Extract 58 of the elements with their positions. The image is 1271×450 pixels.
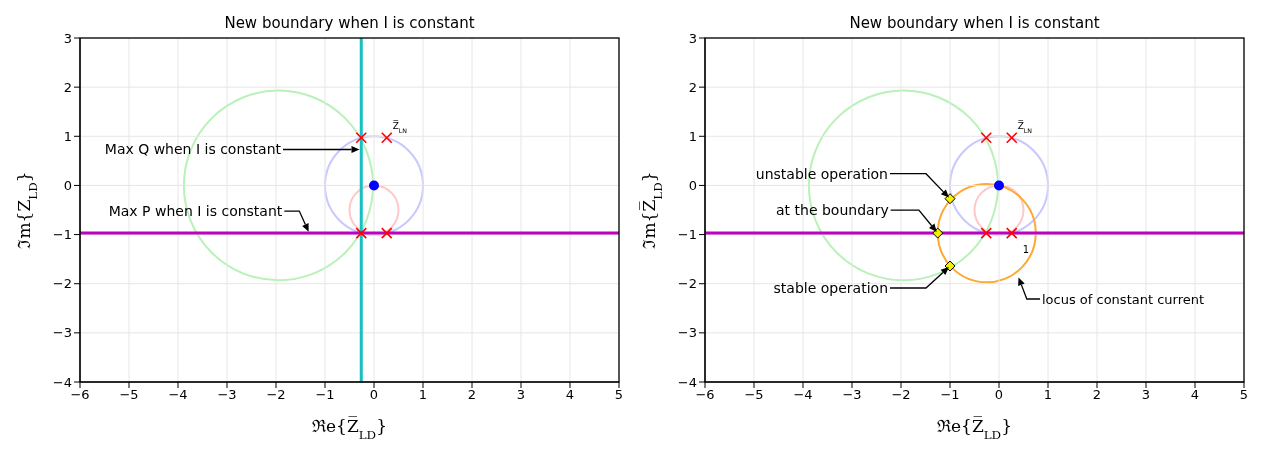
y-tick-label: 0 [63,178,72,194]
x-tick-label: 2 [467,387,477,403]
point [1005,227,1018,239]
x-tick-label: 2 [1092,387,1102,403]
point [1005,131,1018,144]
y-tick-label: 1 [688,128,697,144]
x-tick-label: 4 [1190,387,1200,403]
x-tick-label: −3 [217,387,237,403]
x-tick-label: −2 [891,387,911,403]
y-tick-label: −4 [52,374,72,390]
chart-title: New boundary when I is constant [849,14,1100,32]
x-axis-title: ℜe{Z̅$_{LD}$} [312,415,387,442]
y-tick-label: −1 [52,227,72,243]
y-tick-label: 0 [688,178,697,194]
annotation: Max P when I is constant [108,203,283,219]
y-tick-label: −3 [52,325,72,341]
y-tick-label: −4 [677,374,697,390]
x-tick-label: −4 [793,387,813,403]
y-tick-label: −2 [52,276,72,292]
x-tick-label: −2 [266,387,286,403]
x-tick-label: −5 [119,387,139,403]
annotation: stable operation [773,279,888,296]
annotation: unstable operation [755,165,888,182]
point [932,227,944,239]
x-tick-label: 5 [1239,387,1249,403]
y-tick-label: 2 [688,79,697,95]
annotation: Z̅$_{LN}$ [392,120,408,134]
x-tick-label: 4 [565,387,575,403]
y-tick-label: 1 [63,128,72,144]
annotation: locus of constant current [1042,291,1205,307]
y-tick-label: 2 [63,79,72,95]
point [980,131,993,144]
x-tick-label: 0 [369,387,379,403]
x-tick-label: 1 [418,387,428,403]
chart-title: New boundary when I is constant [224,14,475,32]
y-tick-label: 3 [688,30,697,46]
point [944,193,956,205]
x-tick-label: 3 [516,387,526,403]
x-tick-label: −3 [842,387,862,403]
x-tick-label: 5 [614,387,624,403]
annotation: 1 [1022,243,1030,255]
x-tick-label: 3 [1141,387,1151,403]
annotation: Z̅$_{LN}$ [1017,120,1033,134]
annotation: at the boundary [776,202,889,218]
x-tick-label: −1 [940,387,960,403]
x-tick-label: −6 [70,387,90,403]
x-tick-label: 1 [1043,387,1053,403]
y-tick-label: 3 [63,30,72,46]
x-tick-label: −5 [744,387,764,403]
x-axis-title: ℜe{Z̅$_{LD}$} [937,415,1012,442]
y-tick-label: −2 [677,276,697,292]
x-tick-label: 0 [994,387,1004,403]
y-tick-label: −3 [677,325,697,341]
x-tick-label: −6 [695,387,715,403]
y-tick-label: −1 [677,227,697,243]
x-tick-label: −1 [315,387,335,403]
annotation: Max Q when I is constant [104,141,282,158]
x-tick-label: −4 [168,387,188,403]
